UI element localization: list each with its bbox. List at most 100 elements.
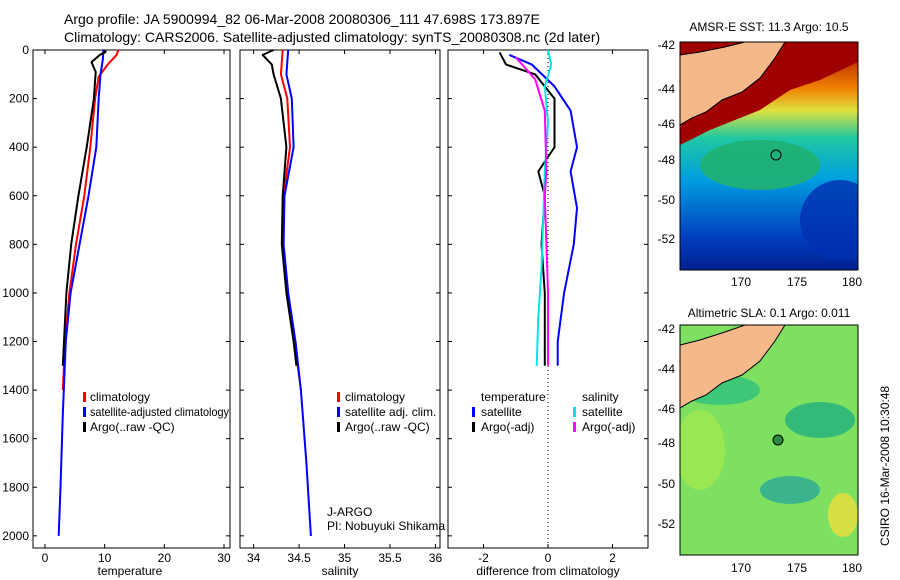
y-tick-label: 400 bbox=[9, 140, 29, 154]
sst-xtick: 175 bbox=[787, 275, 807, 289]
timestamp-label: CSIRO 16-Mar-2008 10:30:48 bbox=[878, 386, 892, 546]
sst-map-frame bbox=[679, 41, 859, 271]
sst-map bbox=[680, 42, 858, 270]
legend-swatch-sal-satellite bbox=[573, 407, 576, 417]
sst-cold-region bbox=[800, 180, 858, 260]
legend-swatch-satellite bbox=[83, 407, 86, 417]
sst-ytick: -52 bbox=[658, 232, 676, 246]
x-tick-label: 2 bbox=[609, 551, 616, 565]
y-tick-label: 1600 bbox=[2, 432, 29, 446]
y-tick-label: 600 bbox=[9, 189, 29, 203]
sla-high-region bbox=[680, 410, 725, 490]
x-tick-label: 36 bbox=[429, 551, 443, 565]
land-south-island bbox=[680, 42, 786, 126]
legend-swatch-sal-argo bbox=[573, 422, 576, 432]
legend-label-temp-argo: Argo(-adj) bbox=[481, 420, 534, 434]
y-tick-label: 0 bbox=[22, 43, 29, 57]
sst-map-title: AMSR-E SST: 11.3 Argo: 10.5 bbox=[689, 20, 849, 34]
sst-ytick: -48 bbox=[658, 153, 676, 167]
figure-subtitle: Climatology: CARS2006. Satellite-adjuste… bbox=[64, 29, 600, 45]
sla-low-region bbox=[760, 476, 820, 504]
series-line bbox=[282, 49, 312, 536]
x-tick-label: 10 bbox=[98, 551, 112, 565]
temperature-xlabel: temperature bbox=[98, 564, 163, 578]
pi-label: PI: Nobuyuki Shikama bbox=[327, 519, 445, 533]
legend-label-temp-satellite: satellite bbox=[481, 405, 522, 419]
program-label: J-ARGO bbox=[327, 505, 372, 519]
legend-label-satellite: satellite-adjusted climatology bbox=[90, 405, 229, 419]
y-tick-label: 1800 bbox=[2, 480, 29, 494]
temperature-axes: 0 10 20 30 0 200 400 600 800 1000 1200 1400 1600 1800… bbox=[2, 43, 231, 565]
sla-xtick: 175 bbox=[787, 561, 807, 575]
legend-swatch-satellite bbox=[337, 407, 340, 417]
legend-label-sal-argo: Argo(-adj) bbox=[582, 420, 635, 434]
y-tick-label: 800 bbox=[9, 237, 29, 251]
y-tick-label: 2000 bbox=[2, 529, 29, 543]
legend-title-temperature: temperature bbox=[481, 390, 546, 404]
series-line bbox=[498, 51, 556, 366]
temperature-legend: climatology satellite-adjusted climatolo… bbox=[83, 390, 229, 434]
sst-ytick: -46 bbox=[658, 117, 676, 131]
sla-xtick: 170 bbox=[731, 561, 751, 575]
sla-ytick: -46 bbox=[658, 402, 676, 416]
x-tick-label: 34 bbox=[247, 551, 261, 565]
sla-ytick: -50 bbox=[658, 477, 676, 491]
land-south-island bbox=[680, 325, 786, 409]
series-line bbox=[61, 49, 120, 391]
legend-swatch-temp-satellite bbox=[472, 407, 475, 417]
legend-swatch-argo bbox=[337, 422, 340, 432]
sla-low-region bbox=[785, 402, 855, 438]
sst-xtick: 180 bbox=[842, 275, 862, 289]
x-tick-label: 35 bbox=[338, 551, 352, 565]
sst-ytick: -50 bbox=[658, 193, 676, 207]
difference-legend: temperature salinity satellite Argo(-adj… bbox=[472, 390, 635, 434]
sst-ytick: -42 bbox=[658, 38, 676, 52]
legend-swatch-temp-argo bbox=[472, 422, 475, 432]
salinity-series bbox=[261, 49, 312, 536]
salinity-xlabel: salinity bbox=[322, 564, 359, 578]
sla-high-region bbox=[828, 493, 858, 537]
sst-front-region bbox=[700, 140, 820, 190]
difference-xlabel: difference from climatology bbox=[476, 564, 619, 578]
sst-ytick: -44 bbox=[658, 82, 676, 96]
x-tick-label: 34.5 bbox=[287, 551, 311, 565]
sla-ytick: -44 bbox=[658, 362, 676, 376]
x-tick-label: 0 bbox=[545, 551, 552, 565]
sla-map-frame bbox=[679, 324, 859, 556]
series-line bbox=[535, 49, 553, 366]
sla-ytick: -48 bbox=[658, 436, 676, 450]
salinity-legend: climatology satellite adj. clim. Argo(..… bbox=[337, 390, 436, 434]
float-position-marker bbox=[772, 434, 784, 446]
sst-map-ticks: -42 -44 -46 -48 -50 -52 170 175 180 bbox=[658, 38, 863, 289]
legend-label-argo: Argo(..raw -QC) bbox=[90, 420, 175, 434]
x-tick-label: -2 bbox=[478, 551, 489, 565]
y-tick-label: 1200 bbox=[2, 335, 29, 349]
salinity-axes: 34 34.5 35 35.5 36 bbox=[240, 49, 443, 565]
temperature-series bbox=[57, 49, 120, 536]
legend-label-climatology: climatology bbox=[90, 390, 150, 404]
legend-swatch-climatology bbox=[337, 392, 340, 402]
legend-label-satellite: satellite adj. clim. bbox=[345, 405, 436, 419]
difference-series bbox=[498, 49, 578, 366]
sla-map bbox=[680, 325, 858, 555]
x-tick-label: 35.5 bbox=[378, 551, 402, 565]
y-tick-label: 1000 bbox=[2, 286, 29, 300]
salinity-plot-frame bbox=[239, 49, 441, 549]
series-line bbox=[57, 49, 105, 536]
y-tick-label: 1400 bbox=[2, 383, 29, 397]
sla-ytick: -52 bbox=[658, 517, 676, 531]
series-line bbox=[61, 50, 107, 366]
sla-map-title: Altimetric SLA: 0.1 Argo: 0.011 bbox=[688, 306, 851, 320]
legend-swatch-argo bbox=[83, 422, 86, 432]
x-tick-label: 0 bbox=[42, 551, 49, 565]
float-position-marker bbox=[770, 149, 782, 161]
x-tick-label: 30 bbox=[217, 551, 231, 565]
legend-title-salinity: salinity bbox=[582, 390, 619, 404]
legend-label-argo: Argo(..raw -QC) bbox=[345, 420, 430, 434]
sla-map-ticks: -42 -44 -46 -48 -50 -52 170 175 180 bbox=[658, 322, 863, 575]
legend-swatch-climatology bbox=[83, 392, 86, 402]
x-tick-label: 20 bbox=[158, 551, 172, 565]
temperature-plot-frame bbox=[32, 49, 231, 549]
figure-title: Argo profile: JA 5900994_82 06-Mar-2008 … bbox=[64, 11, 540, 27]
